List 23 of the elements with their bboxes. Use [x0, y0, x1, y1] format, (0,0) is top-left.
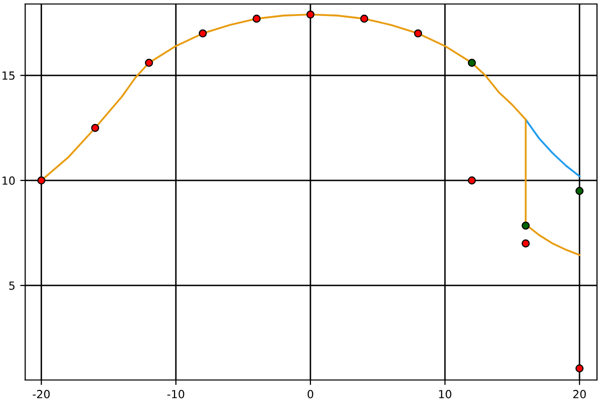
point: [91, 124, 100, 132]
x-tick-label: 20: [573, 390, 586, 398]
point: [575, 186, 584, 195]
point: [468, 58, 476, 67]
y-tick-label: 15: [2, 72, 15, 80]
point: [37, 176, 46, 184]
x-tick-label: 10: [439, 390, 452, 398]
line-series: [524, 118, 580, 178]
x-tick-label: -10: [167, 390, 184, 398]
point: [468, 176, 476, 184]
point: [198, 29, 207, 38]
point: [144, 58, 154, 67]
point: [306, 10, 314, 19]
x-tick-label: 0: [308, 390, 314, 398]
point: [252, 14, 261, 23]
y-tick-label: 10: [2, 176, 15, 185]
point: [414, 29, 422, 38]
point: [522, 222, 530, 230]
point: [575, 364, 584, 372]
x-tick-label: -20: [32, 390, 50, 398]
point: [360, 14, 368, 23]
y-tick-label: 5: [9, 282, 15, 290]
point: [522, 239, 530, 248]
